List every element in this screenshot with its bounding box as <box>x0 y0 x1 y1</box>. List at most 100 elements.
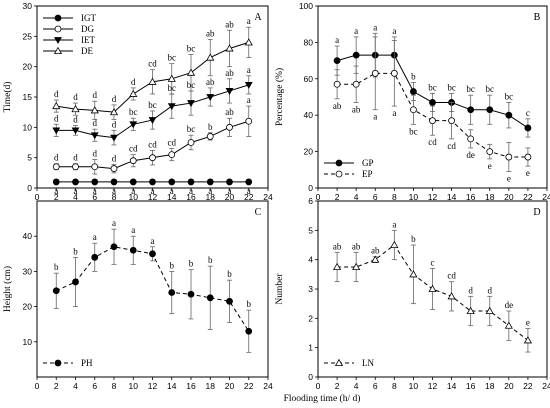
significance-label: b <box>73 246 78 256</box>
y-tick-label: 1 <box>308 343 313 353</box>
data-point <box>390 69 398 77</box>
legend-entry: DG <box>81 24 94 34</box>
data-point <box>245 178 253 186</box>
data-point <box>149 250 156 258</box>
x-tick-label: 2 <box>54 381 59 391</box>
data-point <box>505 153 513 161</box>
significance-label: d <box>73 153 78 163</box>
data-point <box>410 106 417 114</box>
legend-entry: PH <box>81 358 93 368</box>
y-tick-label: 5 <box>308 225 313 235</box>
data-point <box>226 123 233 131</box>
x-tick-label: 16 <box>466 192 476 202</box>
significance-label: ab <box>333 241 342 251</box>
data-point <box>149 178 156 186</box>
legend-marker <box>53 46 63 54</box>
significance-label: a <box>151 236 155 246</box>
x-tick-label: 6 <box>373 192 378 202</box>
x-tick-label: 16 <box>186 381 196 391</box>
significance-label: a <box>112 186 116 196</box>
x-tick-label: 14 <box>447 381 457 391</box>
significance-label: ab <box>352 104 361 114</box>
data-point <box>91 163 99 171</box>
x-tick-label: 12 <box>148 192 158 202</box>
data-point <box>168 289 176 296</box>
data-point <box>110 165 118 172</box>
y-tick-label: 3 <box>308 284 313 294</box>
x-tick-label: 16 <box>466 381 476 391</box>
data-point <box>206 294 214 302</box>
panel-label: C <box>255 207 262 218</box>
x-tick-label: 10 <box>409 381 419 391</box>
significance-label: a <box>54 186 58 196</box>
x-tick-label: 0 <box>316 381 321 391</box>
significance-label: a <box>131 225 135 235</box>
significance-label: a <box>373 112 377 122</box>
significance-label: a <box>189 186 193 196</box>
data-point <box>390 240 399 249</box>
significance-label: e <box>488 161 492 171</box>
x-tick-label: 8 <box>392 381 397 391</box>
data-point <box>371 69 379 77</box>
y-tick-label: 0 <box>27 183 32 193</box>
panels: A0 2 4 6 8 10 12 14 16 18 20 22 24051015202530Time(d… <box>2 1 550 391</box>
data-point <box>448 117 455 125</box>
significance-label: a <box>208 186 212 196</box>
data-point <box>245 117 253 125</box>
significance-label: bc <box>187 124 196 134</box>
data-point <box>109 107 119 116</box>
y-tick-label: 5 <box>27 153 32 163</box>
y-tick-label: 0 <box>308 372 313 382</box>
x-tick-label: 22 <box>244 192 254 202</box>
significance-label: d <box>93 90 98 100</box>
y-tick-label: 30 <box>23 1 33 11</box>
y-axis-label: Number <box>275 273 285 305</box>
significance-label: d <box>93 118 98 128</box>
significance-label: bc <box>505 91 514 101</box>
data-point <box>187 100 195 108</box>
data-point <box>71 127 80 135</box>
panel-label: A <box>254 12 262 23</box>
data-point <box>129 121 138 129</box>
data-point <box>486 148 494 156</box>
significance-label: cd <box>428 137 437 147</box>
y-tick-label: 25 <box>23 31 33 41</box>
data-point <box>225 44 234 52</box>
data-point <box>333 80 341 88</box>
significance-label: ab <box>225 68 234 78</box>
data-point <box>245 327 253 335</box>
x-tick-label: 2 <box>335 381 340 391</box>
plot-frame <box>36 200 269 378</box>
data-point <box>110 134 118 142</box>
data-point <box>72 178 79 186</box>
data-point <box>187 139 195 146</box>
x-tick-label: 10 <box>409 192 419 202</box>
data-point <box>186 68 196 76</box>
significance-label: a <box>112 218 116 228</box>
significance-label: e <box>507 174 511 184</box>
x-tick-label: 12 <box>428 192 438 202</box>
data-point <box>148 77 157 85</box>
significance-label: a <box>247 16 251 26</box>
y-tick-label: 30 <box>23 266 33 276</box>
significance-label: a <box>392 108 396 118</box>
significance-label: a <box>335 35 339 45</box>
x-tick-label: 18 <box>206 381 216 391</box>
significance-label: bc <box>466 84 475 94</box>
data-point <box>129 178 137 186</box>
panel-label: D <box>533 207 540 218</box>
x-tick-label: 20 <box>504 192 514 202</box>
panel-label: B <box>534 12 541 23</box>
x-tick-label: 4 <box>354 192 359 202</box>
data-point <box>71 104 80 113</box>
data-point <box>149 154 156 162</box>
data-point <box>467 135 475 143</box>
significance-label: ab <box>225 107 234 117</box>
legend-entry: EP <box>362 169 373 179</box>
data-point <box>226 178 233 186</box>
x-tick-label: 4 <box>354 381 359 391</box>
x-tick-label: 8 <box>112 192 117 202</box>
